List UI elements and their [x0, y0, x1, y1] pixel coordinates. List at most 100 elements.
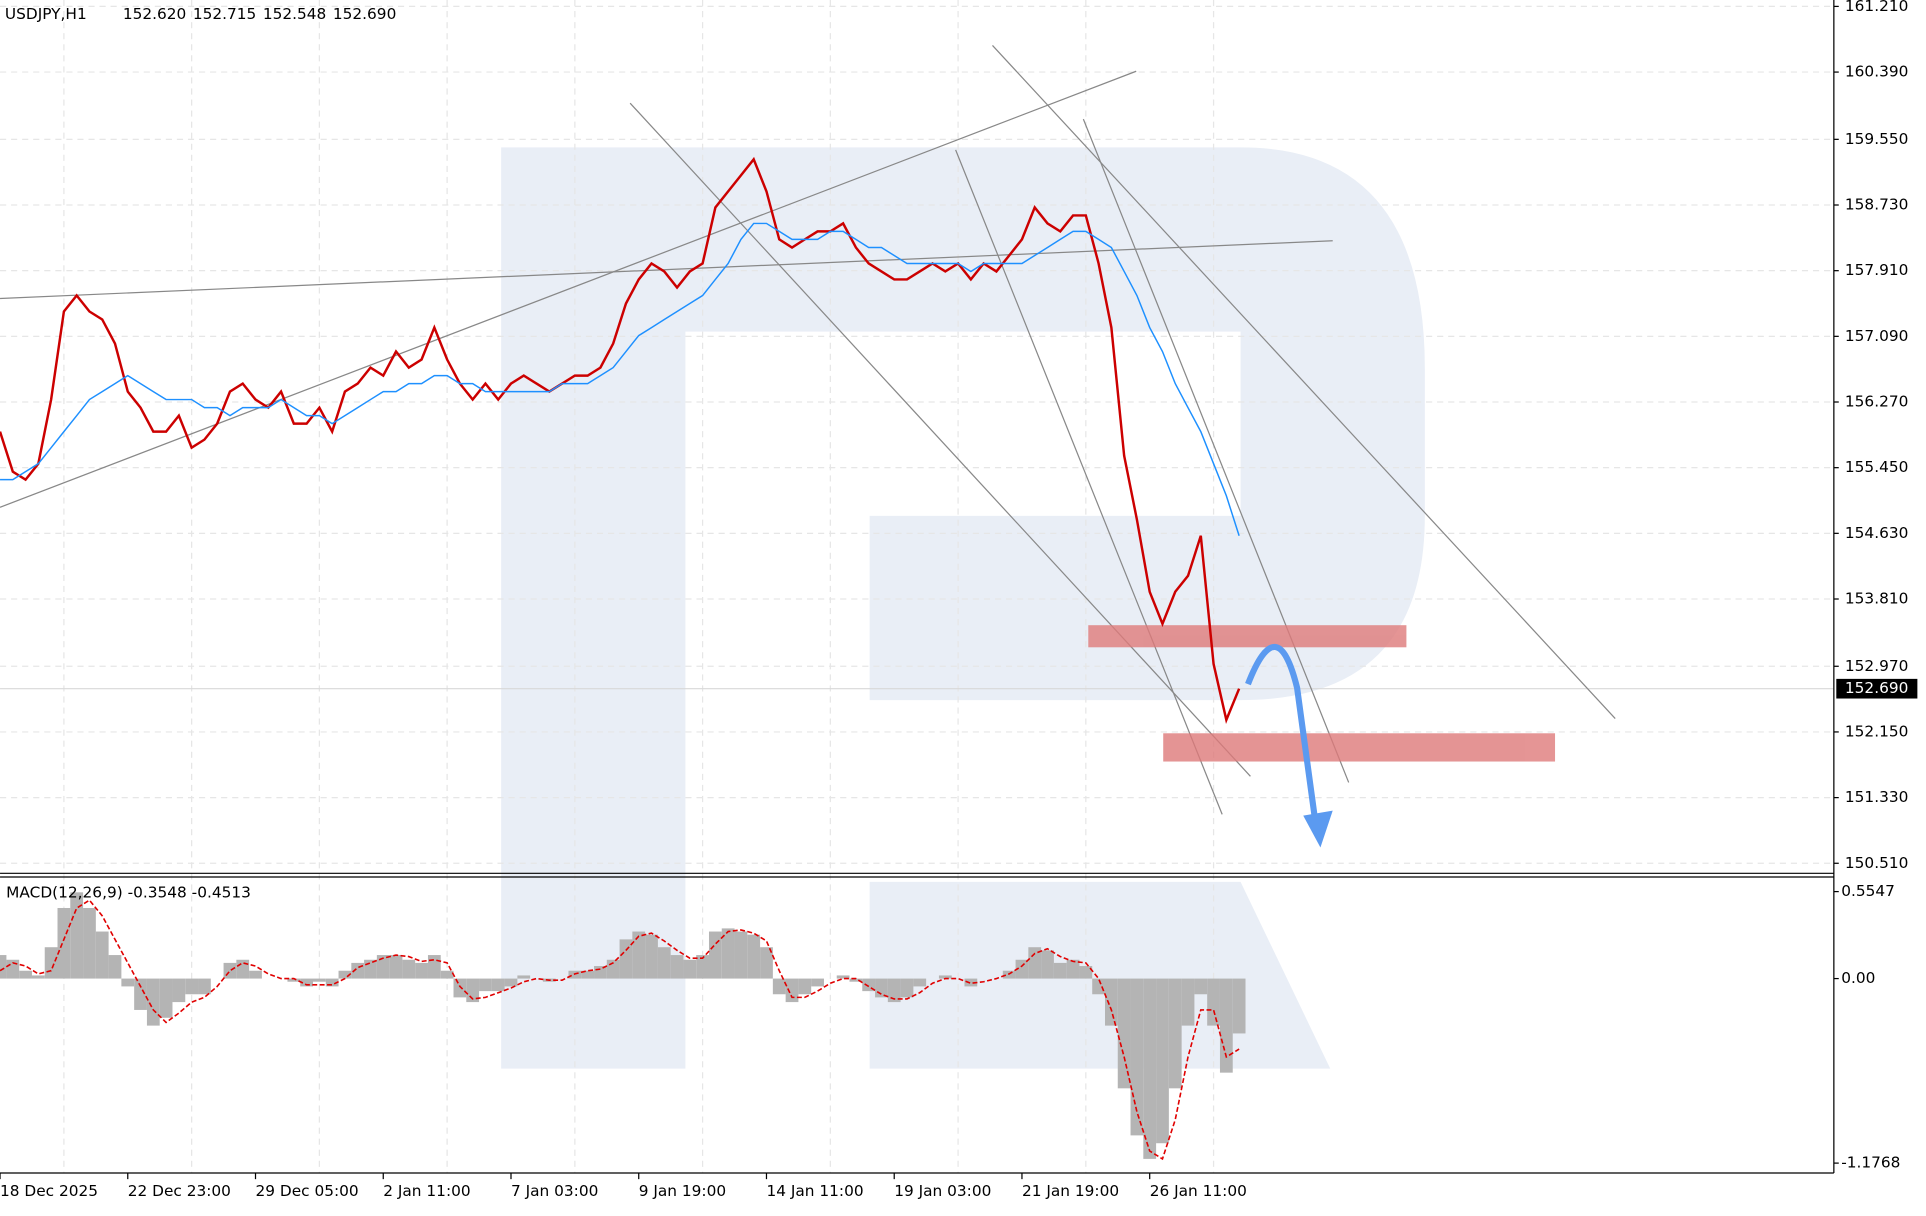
macd-bar: [415, 962, 428, 979]
macd-bar: [325, 978, 339, 987]
macd-bar: [760, 947, 773, 979]
macd-bar: [1053, 962, 1067, 979]
macd-bar: [1079, 966, 1093, 979]
y-tick-label: 0.5547: [1841, 882, 1895, 900]
y-tick-label: 151.330: [1845, 788, 1908, 806]
macd-bar: [70, 892, 84, 979]
macd-bar: [1181, 978, 1195, 1026]
macd-bar: [938, 975, 952, 979]
macd-bar: [134, 978, 147, 1010]
low: 152.548: [263, 5, 326, 23]
macd-bar: [657, 947, 671, 979]
x-tick-label: 18 Dec 2025: [0, 1182, 98, 1200]
series: [0, 156, 1246, 1161]
y-tick-label: 155.450: [1845, 458, 1908, 476]
macd-bar: [236, 959, 250, 979]
macd-bar: [734, 931, 748, 979]
macd-bar: [811, 978, 824, 987]
macd-bar: [645, 934, 658, 979]
x-tick-label: 7 Jan 03:00: [511, 1182, 598, 1200]
last-price-label: 152.690: [1845, 679, 1908, 697]
macd-bar: [683, 959, 697, 979]
macd-bar: [887, 978, 901, 1003]
macd-bar: [57, 908, 71, 979]
macd-bar: [1015, 959, 1029, 979]
macd-bar: [364, 959, 377, 979]
macd-bar: [159, 978, 173, 1018]
macd-bar: [223, 962, 237, 979]
macd-bar: [708, 931, 722, 979]
macd-bar: [1066, 959, 1080, 979]
y-tick-label: 159.550: [1845, 130, 1908, 148]
high: 152.715: [193, 5, 256, 23]
macd-bar: [632, 931, 646, 979]
symbol: USDJPY,H1: [5, 5, 87, 23]
macd-bar: [1156, 978, 1169, 1144]
macd-bar: [249, 970, 262, 979]
macd-bar: [172, 978, 186, 1003]
macd-bar: [0, 955, 7, 979]
macd-bar: [146, 978, 160, 1026]
macd-bar: [108, 955, 122, 979]
macd-bar: [964, 978, 978, 987]
macd-bar: [440, 970, 454, 979]
y-tick-label: 150.510: [1845, 854, 1908, 872]
macd-bar: [849, 978, 863, 982]
macd-bar: [376, 955, 390, 979]
macd-signal: [0, 899, 1240, 1161]
macd-bar: [504, 978, 518, 987]
macd-bar: [785, 978, 799, 1003]
macd-bar: [427, 955, 441, 979]
y-tick-label: 153.810: [1845, 590, 1908, 608]
y-tick-label: 157.090: [1845, 327, 1908, 345]
y-tick-label: 156.270: [1845, 393, 1908, 411]
macd-title: MACD(12,26,9) -0.3548 -0.4513: [6, 883, 251, 901]
last-price-tag: [1836, 678, 1918, 699]
x-tick-label: 2 Jan 11:00: [383, 1182, 470, 1200]
x-tick-label: 9 Jan 19:00: [639, 1182, 726, 1200]
macd-bar: [747, 934, 761, 979]
macd-bar: [875, 978, 888, 998]
macd-bar: [300, 978, 313, 987]
macd-bar: [1232, 978, 1246, 1034]
macd-bar: [594, 966, 607, 979]
y-tick-label: 152.970: [1845, 657, 1908, 675]
macd-bar: [900, 978, 914, 998]
macd-bar: [1194, 978, 1208, 995]
macd-bar: [1092, 978, 1105, 995]
y-tick-label: 161.210: [1845, 0, 1908, 15]
y-tick-label: 152.150: [1845, 722, 1908, 740]
macd-bar: [19, 970, 32, 979]
x-tick-label: 19 Jan 03:00: [894, 1182, 991, 1200]
macd-bar: [1104, 978, 1118, 1026]
macd-bar: [83, 908, 96, 979]
y-tick-label: 160.390: [1845, 63, 1908, 81]
x-tick-label: 14 Jan 11:00: [766, 1182, 863, 1200]
macd-bar: [1219, 978, 1233, 1073]
macd-bar: [1028, 947, 1042, 979]
x-tick-label: 21 Jan 19:00: [1022, 1182, 1119, 1200]
open: 152.620: [123, 5, 186, 23]
macd-bar: [402, 959, 416, 979]
macd-bar: [198, 978, 211, 995]
zones: [1088, 625, 1556, 762]
macd-bar: [185, 978, 199, 995]
x-tick-label: 26 Jan 11:00: [1150, 1182, 1247, 1200]
forecast-arrow: [1245, 643, 1333, 848]
y-tick-label: 0.00: [1841, 969, 1875, 987]
watermark: [501, 147, 1425, 1069]
macd-bar: [1117, 978, 1131, 1089]
y-tick-label: 157.910: [1845, 261, 1908, 279]
macd-bar: [581, 970, 595, 979]
macd-bar: [1168, 978, 1182, 1089]
macd-bar: [798, 978, 812, 995]
macd-bar: [517, 975, 531, 979]
macd-bar: [44, 947, 58, 979]
header: USDJPY,H1 152.620 152.715 152.548 152.69…: [5, 5, 396, 23]
macd-bar: [836, 975, 850, 979]
macd-bar: [479, 978, 492, 992]
macd-bar: [491, 978, 505, 992]
macd-bar: [721, 928, 735, 979]
